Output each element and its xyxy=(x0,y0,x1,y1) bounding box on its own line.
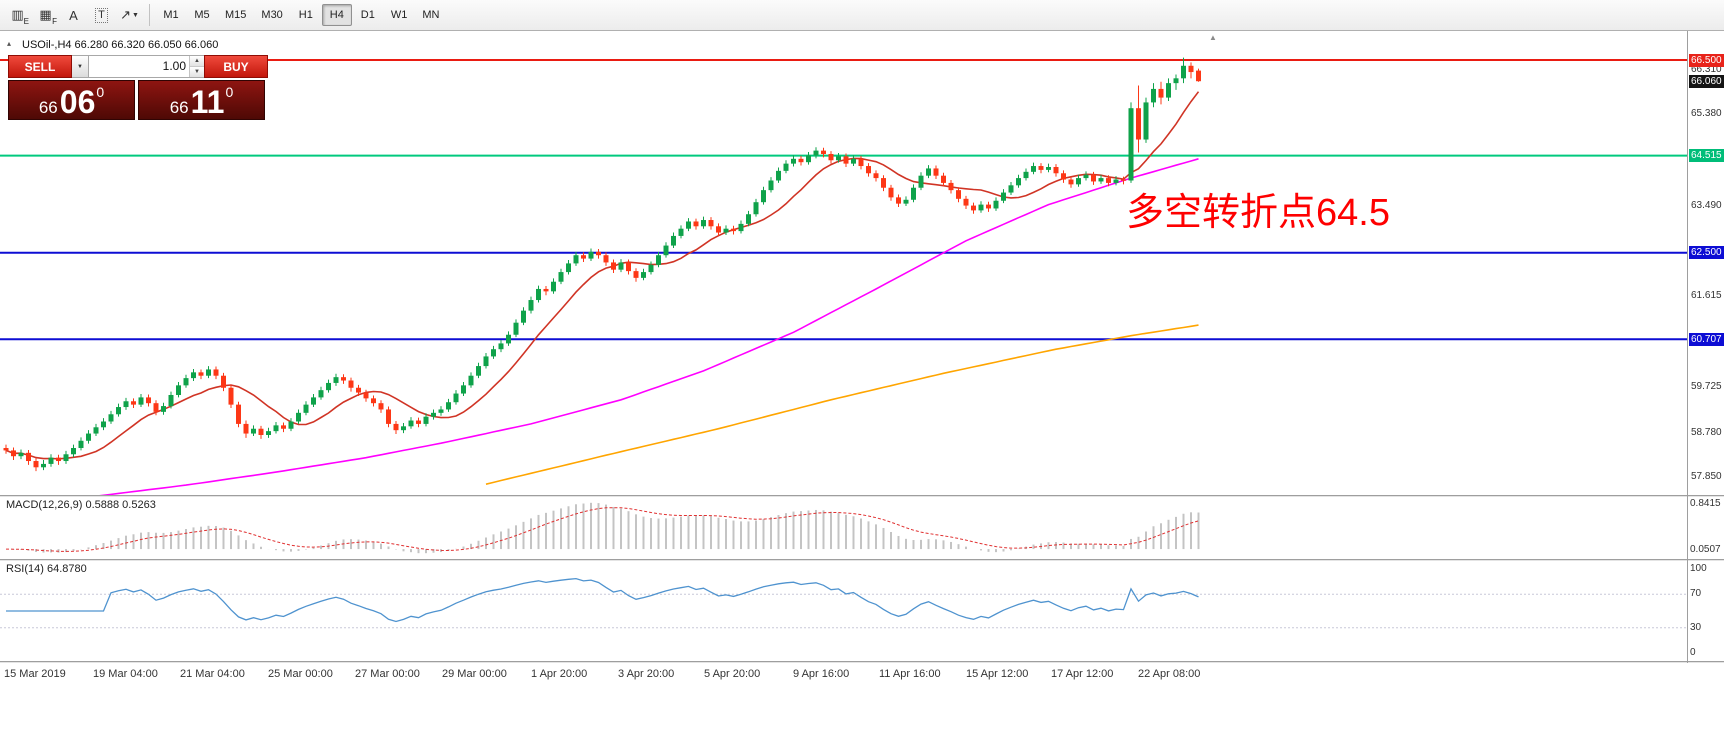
sell-button[interactable]: SELL xyxy=(8,55,72,78)
time-axis-label: 27 Mar 00:00 xyxy=(355,668,420,680)
drawing-tools-group: ▥ E ▦ F A T ↗ ▼ xyxy=(4,3,143,27)
sell-price-base: 66 xyxy=(38,98,58,117)
timeframe-mn-button[interactable]: MN xyxy=(422,9,440,21)
timeframe-m30-button[interactable]: M30 xyxy=(261,9,283,21)
volume-value: 1.00 xyxy=(162,59,186,73)
text-label-icon[interactable]: A xyxy=(69,7,78,23)
time-axis-label: 25 Mar 00:00 xyxy=(268,668,333,680)
collapse-triangle-icon[interactable]: ▴ xyxy=(7,39,12,48)
time-axis-label: 3 Apr 20:00 xyxy=(618,668,675,680)
time-axis-separator xyxy=(0,661,1724,663)
macd-indicator-label: MACD(12,26,9) 0.5888 0.5263 xyxy=(6,499,156,511)
time-axis-label: 9 Apr 16:00 xyxy=(793,668,850,680)
price-axis-label-57.850: 57.850 xyxy=(1691,471,1722,483)
toolbar-separator xyxy=(149,4,150,26)
sell-price-sup: 0 xyxy=(96,84,105,100)
time-axis-label: 11 Apr 16:00 xyxy=(879,668,941,680)
grid-f-icon[interactable]: ▦ F xyxy=(39,7,57,26)
price-axis-label-65.380: 65.380 xyxy=(1691,108,1722,120)
toolbar: ▥ E ▦ F A T ↗ ▼ M1 M5 M15 M30 H1 H4 D1 W1 MN xyxy=(0,0,1724,31)
price-axis-label-58.780: 58.780 xyxy=(1691,426,1722,438)
price-axis-label-66.500: 66.500 xyxy=(1689,53,1724,67)
macd-panel-canvas[interactable] xyxy=(0,497,1724,559)
ma-slow-line xyxy=(485,324,1199,485)
timeframe-group: M1 M5 M15 M30 H1 H4 D1 W1 MN xyxy=(156,4,446,26)
macd-axis-max-label: 0.8415 xyxy=(1690,498,1721,509)
sell-price-pips: 06 xyxy=(59,84,96,121)
time-axis-label: 21 Mar 04:00 xyxy=(180,668,245,680)
time-axis-label: 15 Apr 12:00 xyxy=(966,668,1029,680)
panel-separator[interactable] xyxy=(0,495,1724,497)
macd-signal-line xyxy=(5,507,1199,552)
rsi-panel-canvas[interactable] xyxy=(0,561,1724,661)
chart-area[interactable]: ▴ USOil-,H4 66.280 66.320 66.050 66.060 … xyxy=(0,31,1724,755)
time-axis-label: 15 Mar 2019 xyxy=(4,668,66,680)
panel-separator[interactable] xyxy=(0,559,1724,561)
bars-e-icon[interactable]: ▥ E xyxy=(11,7,29,26)
price-axis-label-59.725: 59.725 xyxy=(1691,381,1722,393)
rsi-axis-label-30: 30 xyxy=(1690,621,1702,633)
price-axis-label-66.060: 66.060 xyxy=(1689,74,1724,88)
buy-price-base: 66 xyxy=(169,98,189,117)
timeframe-m5-button[interactable]: M5 xyxy=(194,9,210,21)
price-axis-label-62.500: 62.500 xyxy=(1689,246,1724,260)
sell-quote[interactable]: 66 06 0 xyxy=(8,80,135,120)
buy-quote[interactable]: 66 11 0 xyxy=(138,80,265,120)
decrement-icon[interactable]: ▼ xyxy=(190,67,204,77)
text-box-icon[interactable]: T xyxy=(88,3,115,27)
timeframe-h1-button[interactable]: H1 xyxy=(298,9,313,21)
buy-price-pips: 11 xyxy=(190,84,225,121)
chevron-down-icon: ▼ xyxy=(77,63,83,70)
time-axis-label: 19 Mar 04:00 xyxy=(93,668,158,680)
price-axis-label-61.615: 61.615 xyxy=(1691,289,1722,301)
timeframe-m15-button[interactable]: M15 xyxy=(225,9,247,21)
chart-shift-marker-icon[interactable]: ▲ xyxy=(1209,33,1217,42)
timeframe-h4-button[interactable]: H4 xyxy=(321,4,352,26)
increment-icon[interactable]: ▲ xyxy=(190,56,204,67)
line-style-icon[interactable]: ↗ ▼ xyxy=(120,7,139,22)
volume-input[interactable]: 1.00 ▲ ▼ xyxy=(89,55,204,78)
rsi-axis-label-70: 70 xyxy=(1690,588,1702,600)
price-axis-label-63.490: 63.490 xyxy=(1691,199,1722,211)
volume-dropdown-button[interactable]: ▼ xyxy=(72,55,89,78)
buy-button[interactable]: BUY xyxy=(204,55,268,78)
time-axis-label: 1 Apr 20:00 xyxy=(531,668,588,680)
one-click-trading-panel: SELL ▼ 1.00 ▲ ▼ BUY 66 06 0 66 11 0 xyxy=(8,55,268,120)
time-axis-label: 17 Apr 12:00 xyxy=(1051,668,1114,680)
rsi-axis-label-100: 100 xyxy=(1690,563,1707,574)
rsi-indicator-label: RSI(14) 64.8780 xyxy=(6,563,87,575)
price-axis-label-60.707: 60.707 xyxy=(1689,332,1724,346)
timeframe-w1-button[interactable]: W1 xyxy=(390,9,408,21)
timeframe-m1-button[interactable]: M1 xyxy=(163,9,179,21)
price-chart-canvas[interactable] xyxy=(0,31,1724,495)
time-axis-label: 5 Apr 20:00 xyxy=(704,668,761,680)
ma-fast-line xyxy=(5,91,1200,460)
rsi-axis-label-0: 0 xyxy=(1690,647,1696,658)
time-axis-label: 29 Mar 00:00 xyxy=(442,668,507,680)
volume-stepper[interactable]: ▲ ▼ xyxy=(189,56,204,77)
macd-axis-min-label: 0.0507 xyxy=(1690,544,1721,555)
price-axis-label-66.310: 66.310 xyxy=(1691,63,1722,75)
timeframe-d1-button[interactable]: D1 xyxy=(360,9,375,21)
chart-annotation-text: 多空转折点64.5 xyxy=(1126,192,1390,234)
rsi-line xyxy=(6,577,1199,623)
price-axis-label-64.515: 64.515 xyxy=(1689,149,1724,163)
price-axis-line xyxy=(1687,31,1688,663)
chart-ohlc-header: USOil-,H4 66.280 66.320 66.050 66.060 xyxy=(22,39,219,51)
time-axis-label: 22 Apr 08:00 xyxy=(1138,668,1201,680)
ma-mid-line xyxy=(99,158,1199,495)
buy-price-sup: 0 xyxy=(225,84,234,100)
